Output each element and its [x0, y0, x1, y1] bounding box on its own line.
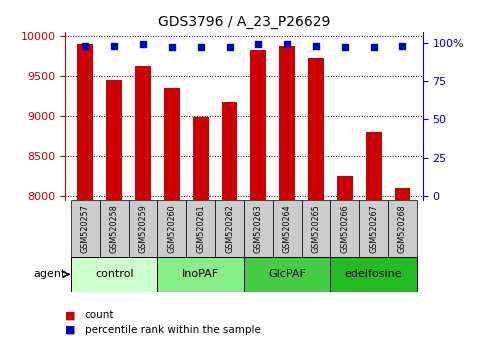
Bar — [135, 66, 151, 200]
Text: GSM520261: GSM520261 — [196, 204, 205, 253]
Point — [284, 41, 291, 47]
FancyBboxPatch shape — [273, 200, 301, 257]
Point — [197, 44, 204, 50]
Text: GSM520265: GSM520265 — [312, 204, 321, 253]
Text: GSM520259: GSM520259 — [139, 204, 147, 253]
Text: ■: ■ — [65, 310, 76, 320]
Bar — [164, 88, 180, 200]
Text: GSM520268: GSM520268 — [398, 204, 407, 253]
FancyBboxPatch shape — [71, 200, 100, 257]
FancyBboxPatch shape — [157, 257, 244, 292]
FancyBboxPatch shape — [128, 200, 157, 257]
Point — [82, 43, 89, 48]
Bar — [250, 50, 266, 200]
FancyBboxPatch shape — [301, 200, 330, 257]
Bar — [222, 102, 238, 200]
Text: GSM520266: GSM520266 — [341, 204, 349, 253]
Point — [370, 44, 378, 50]
Point — [398, 43, 406, 48]
Text: ■: ■ — [65, 325, 76, 335]
Bar — [106, 80, 122, 200]
Point — [110, 43, 118, 48]
Point — [312, 43, 320, 48]
FancyBboxPatch shape — [359, 200, 388, 257]
Bar — [366, 132, 382, 200]
Text: GSM520260: GSM520260 — [167, 204, 176, 253]
Point — [255, 41, 262, 47]
Text: edelfosine: edelfosine — [345, 269, 402, 279]
Text: GSM520257: GSM520257 — [81, 204, 90, 253]
FancyBboxPatch shape — [330, 200, 359, 257]
Text: GSM520264: GSM520264 — [283, 204, 292, 253]
Text: GSM520267: GSM520267 — [369, 204, 378, 253]
FancyBboxPatch shape — [244, 200, 273, 257]
Bar — [279, 46, 295, 200]
FancyBboxPatch shape — [71, 257, 157, 292]
FancyBboxPatch shape — [330, 257, 417, 292]
FancyBboxPatch shape — [244, 257, 330, 292]
Bar — [77, 44, 93, 200]
Point — [168, 44, 176, 50]
FancyBboxPatch shape — [215, 200, 244, 257]
Point — [139, 41, 147, 47]
Text: InoPAF: InoPAF — [182, 269, 219, 279]
Text: control: control — [95, 269, 133, 279]
FancyBboxPatch shape — [388, 200, 417, 257]
Text: percentile rank within the sample: percentile rank within the sample — [85, 325, 260, 335]
Text: GSM520263: GSM520263 — [254, 204, 263, 253]
FancyBboxPatch shape — [157, 200, 186, 257]
Text: GSM520262: GSM520262 — [225, 204, 234, 253]
Text: agent: agent — [33, 269, 66, 279]
Point — [226, 44, 233, 50]
Title: GDS3796 / A_23_P26629: GDS3796 / A_23_P26629 — [158, 16, 330, 29]
Bar — [395, 188, 411, 200]
Text: GSM520258: GSM520258 — [110, 204, 119, 253]
Bar — [193, 117, 209, 200]
Bar — [337, 176, 353, 200]
Text: GlcPAF: GlcPAF — [268, 269, 306, 279]
FancyBboxPatch shape — [100, 200, 128, 257]
Text: count: count — [85, 310, 114, 320]
Bar — [308, 58, 324, 200]
FancyBboxPatch shape — [186, 200, 215, 257]
Point — [341, 44, 349, 50]
